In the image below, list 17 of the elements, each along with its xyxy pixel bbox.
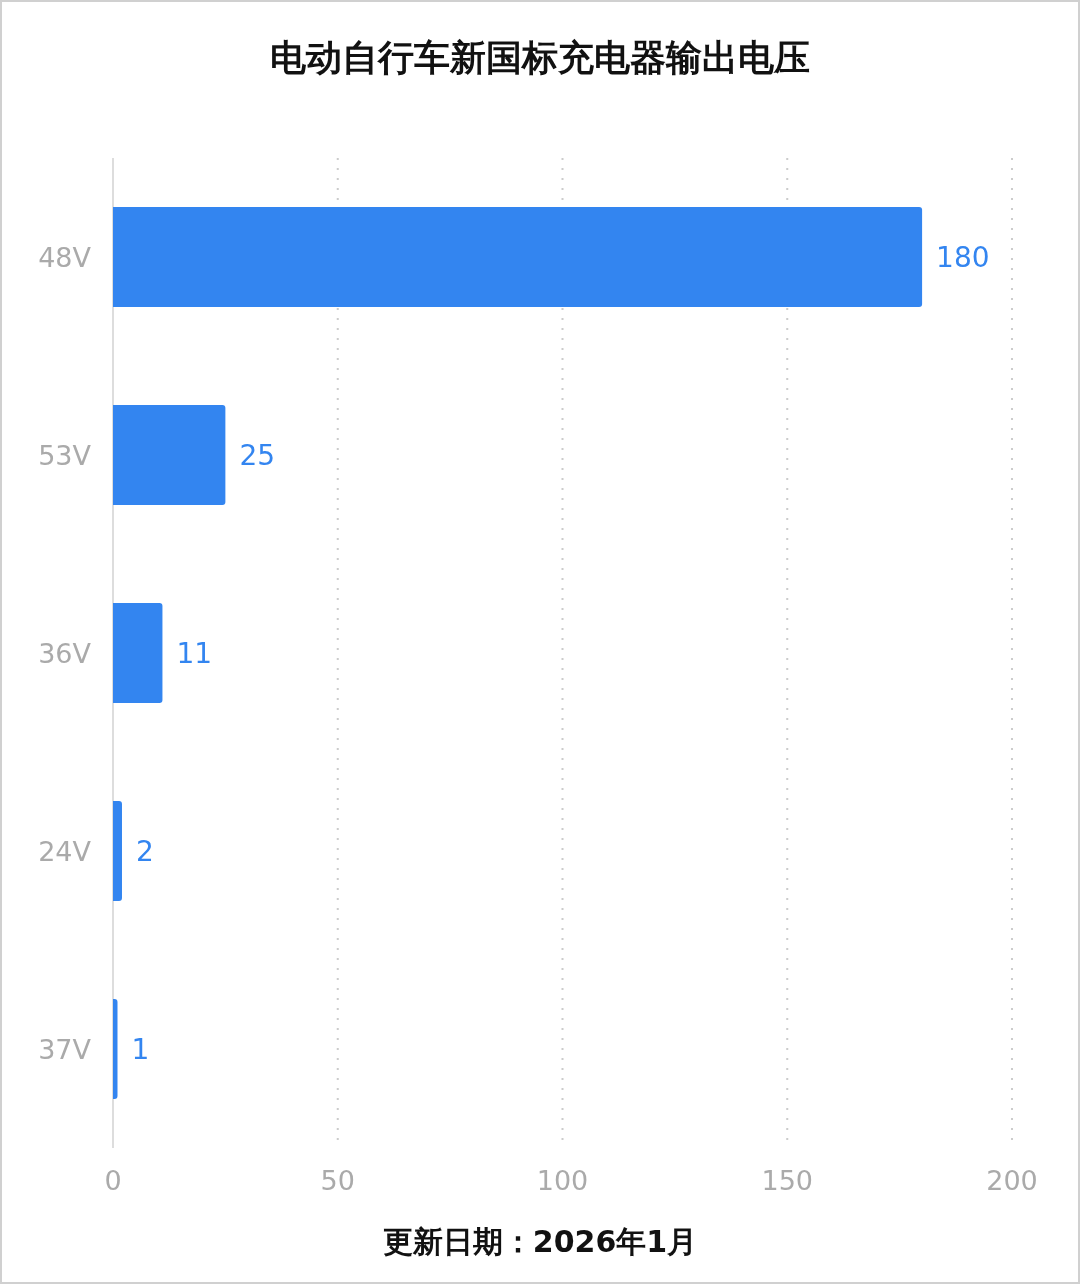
data-label: 1	[131, 1033, 150, 1066]
x-tick: 200	[986, 1165, 1038, 1196]
x-tick: 100	[536, 1165, 589, 1196]
data-label: 25	[239, 439, 275, 472]
data-label: 11	[176, 637, 213, 670]
annotation: 更新日期：2026年1月	[382, 1224, 698, 1259]
y-tick: 53V	[38, 440, 91, 471]
x-tick: 0	[104, 1165, 122, 1196]
y-tick: 24V	[38, 836, 91, 867]
title: 电动自行车新国标充电器输出电压	[270, 37, 810, 78]
x-tick: 50	[320, 1165, 355, 1196]
y-tick: 37V	[38, 1034, 91, 1065]
y-tick: 48V	[38, 242, 91, 273]
x-tick: 150	[761, 1165, 813, 1196]
y-tick: 36V	[38, 638, 91, 669]
data-label: 2	[136, 835, 154, 868]
data-label: 180	[936, 241, 990, 274]
